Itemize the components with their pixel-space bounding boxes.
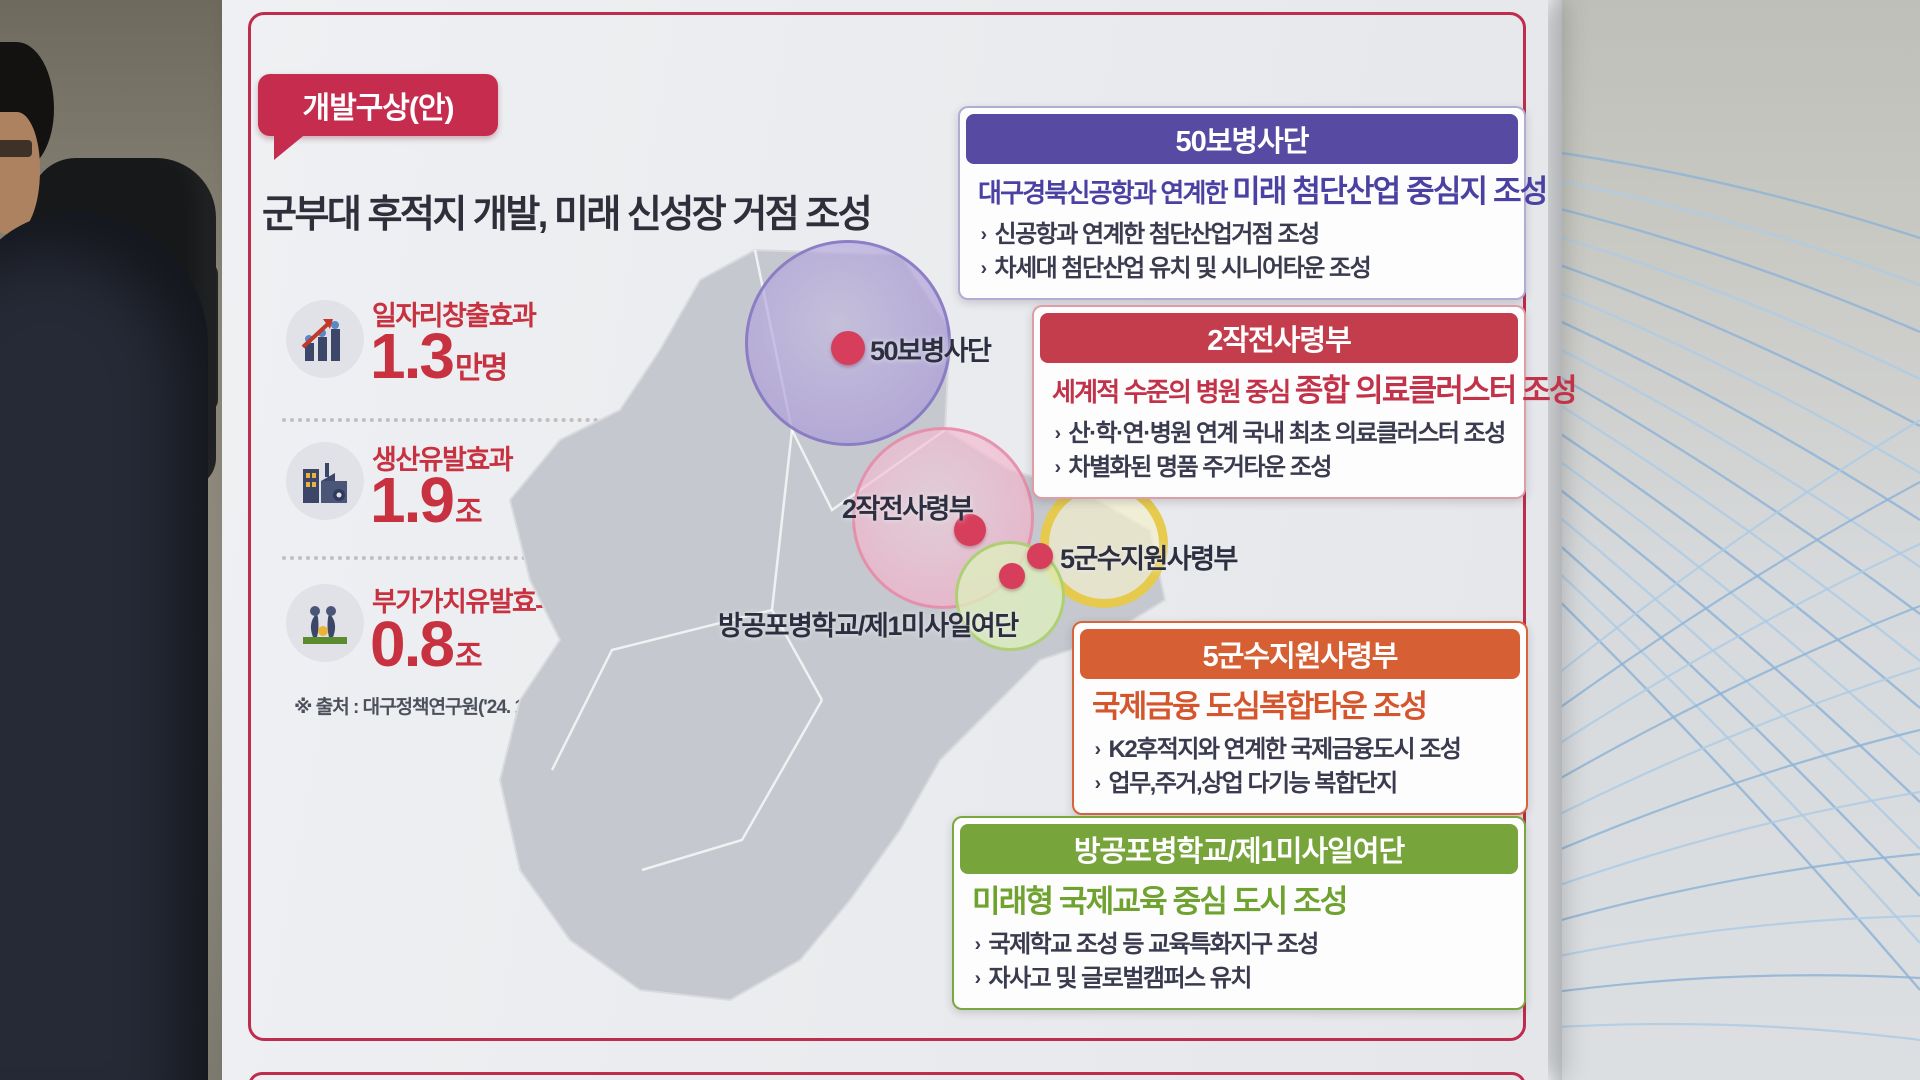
- info-box-headline: 미래형 국제교육 중심 도시 조성: [972, 884, 1506, 920]
- dotted-separator: [282, 418, 614, 422]
- headline-prefix: 세계적 수준의 병원 중심: [1052, 377, 1295, 407]
- map-label-air-defense-school: 방공포병학교/제1미사일여단: [718, 611, 1019, 641]
- info-box-50th-infantry: 50보병사단 대구경북신공항과 연계한 미래 첨단산업 중심지 조성 › 신공항과…: [958, 106, 1548, 300]
- person-jacket: [0, 212, 208, 1080]
- badge-label: 개발구상(안): [302, 92, 455, 125]
- site-dot: [831, 331, 865, 365]
- site-dot: [954, 514, 986, 546]
- stat-label: 부가가치유발효과: [372, 587, 560, 617]
- stat-number: 0.8: [370, 608, 455, 680]
- bullet-text: K2후적지와 연계한 국제금융도시 조성: [1108, 735, 1462, 763]
- bullet-marker: ›: [974, 967, 981, 990]
- stat-value: 0.8조: [370, 612, 483, 676]
- site-circle-air-defense-school: [955, 541, 1065, 651]
- info-box-title: 5군수지원사령부: [1080, 629, 1520, 679]
- bullet-text: 국제학교 조성 등 교육특화지구 조성: [988, 930, 1320, 958]
- info-box-2nd-operations: 2작전사령부 세계적 수준의 병원 중심 종합 의료클러스터 조성 › 산·학·연…: [1032, 305, 1578, 499]
- bullet-text: 산·학·연·병원 연계 국내 최초 의료클러스터 조성: [1068, 419, 1507, 447]
- headline-emphasis: 미래 첨단산업 중심지 조성: [1232, 174, 1548, 209]
- stat-unit: 조: [454, 496, 483, 529]
- section-badge: 개발구상(안): [258, 74, 498, 160]
- presentation-board: 개발구상(안) 군부대 후적지 개발, 미래 신성장 거점 조성 일자리창출효과…: [222, 0, 1578, 1080]
- info-box-title: 50보병사단: [966, 114, 1518, 164]
- site-dot: [999, 563, 1025, 589]
- info-box-headline: 대구경북신공항과 연계한 미래 첨단산업 중심지 조성: [978, 174, 1548, 210]
- poster-heading: 군부대 후적지 개발, 미래 신성장 거점 조성: [262, 194, 873, 236]
- stat-label: 일자리창출효과: [372, 301, 537, 331]
- bullet-text: 차별화된 명품 주거타운 조성: [1068, 453, 1333, 481]
- blue-line-pattern: [1540, 148, 1920, 1042]
- info-box-5th-logistics: 5군수지원사령부 국제금융 도심복합타운 조성 › K2후적지와 연계한 국제금융…: [1072, 621, 1528, 815]
- info-box-title: 방공포병학교/제1미사일여단: [960, 824, 1518, 874]
- right-wall: [1540, 0, 1920, 1080]
- bullet-text: 자사고 및 글로벌캠퍼스 유치: [988, 964, 1253, 992]
- headline-prefix: 대구경북신공항과 연계한: [978, 178, 1233, 208]
- source-note: ※ 출처 : 대구정책연구원('24. 12월): [294, 697, 556, 718]
- bullet-marker: ›: [974, 933, 981, 956]
- bullet-marker: ›: [980, 257, 987, 280]
- bullet-marker: ›: [1054, 456, 1061, 479]
- bullet-text: 신공항과 연계한 첨단산업거점 조성: [994, 220, 1321, 248]
- stat-unit: 만명: [454, 352, 508, 385]
- poster-red-frame: [248, 12, 1526, 1041]
- headline-emphasis: 종합 의료클러스터 조성: [1294, 373, 1578, 408]
- growth-plants-icon: [286, 584, 364, 662]
- bullet-item: › 산·학·연·병원 연계 국내 최초 의료클러스터 조성: [1052, 417, 1507, 451]
- info-box-title: 2작전사령부: [1040, 313, 1518, 363]
- stat-unit: 조: [454, 640, 483, 673]
- bullet-item: › 신공항과 연계한 첨단산업거점 조성: [978, 218, 1506, 252]
- stat-number: 1.9: [370, 464, 455, 536]
- map-label-50th-infantry: 50보병사단: [870, 336, 992, 366]
- stat-value: 1.3만명: [370, 324, 508, 388]
- factory-icon: [286, 442, 364, 520]
- headline-emphasis: 미래형 국제교육 중심 도시 조성: [972, 884, 1348, 919]
- stat-label: 생산유발효과: [372, 445, 514, 475]
- bullet-marker: ›: [1054, 422, 1061, 445]
- jobs-bar-chart-icon: [286, 300, 364, 378]
- bullet-text: 업무,주거,상업 다기능 복합단지: [1108, 769, 1399, 797]
- bullet-marker: ›: [1094, 738, 1101, 761]
- bullet-item: › 차세대 첨단산업 유치 및 시니어타운 조성: [978, 252, 1506, 286]
- headline-emphasis: 국제금융 도심복합타운 조성: [1092, 689, 1428, 724]
- bullet-marker: ›: [980, 223, 987, 246]
- poster-second-frame-top: [248, 1072, 1526, 1080]
- bullet-item: › 업무,주거,상업 다기능 복합단지: [1092, 767, 1508, 801]
- bullet-item: › 국제학교 조성 등 교육특화지구 조성: [972, 928, 1506, 962]
- bullet-marker: ›: [1094, 772, 1101, 795]
- left-wall: [0, 0, 222, 1080]
- map-label-5th-logistics: 5군수지원사령부: [1060, 544, 1238, 574]
- map-label-2nd-operations: 2작전사령부: [842, 494, 974, 524]
- person-glasses: [0, 140, 32, 157]
- site-dot: [1027, 543, 1053, 569]
- board-side-edge: [1548, 0, 1562, 1080]
- bullet-item: › 차별화된 명품 주거타운 조성: [1052, 451, 1506, 485]
- info-box-headline: 세계적 수준의 병원 중심 종합 의료클러스터 조성: [1052, 373, 1578, 409]
- info-box-headline: 국제금융 도심복합타운 조성: [1092, 689, 1508, 725]
- stat-value: 1.9조: [370, 468, 483, 532]
- stat-number: 1.3: [370, 320, 455, 392]
- info-box-air-defense-school: 방공포병학교/제1미사일여단 미래형 국제교육 중심 도시 조성 › 국제학교 조…: [952, 816, 1526, 1010]
- bullet-item: › K2후적지와 연계한 국제금융도시 조성: [1092, 733, 1508, 767]
- dotted-separator: [282, 556, 614, 560]
- bullet-text: 차세대 첨단산업 유치 및 시니어타운 조성: [994, 254, 1372, 282]
- bullet-item: › 자사고 및 글로벌캠퍼스 유치: [972, 962, 1506, 996]
